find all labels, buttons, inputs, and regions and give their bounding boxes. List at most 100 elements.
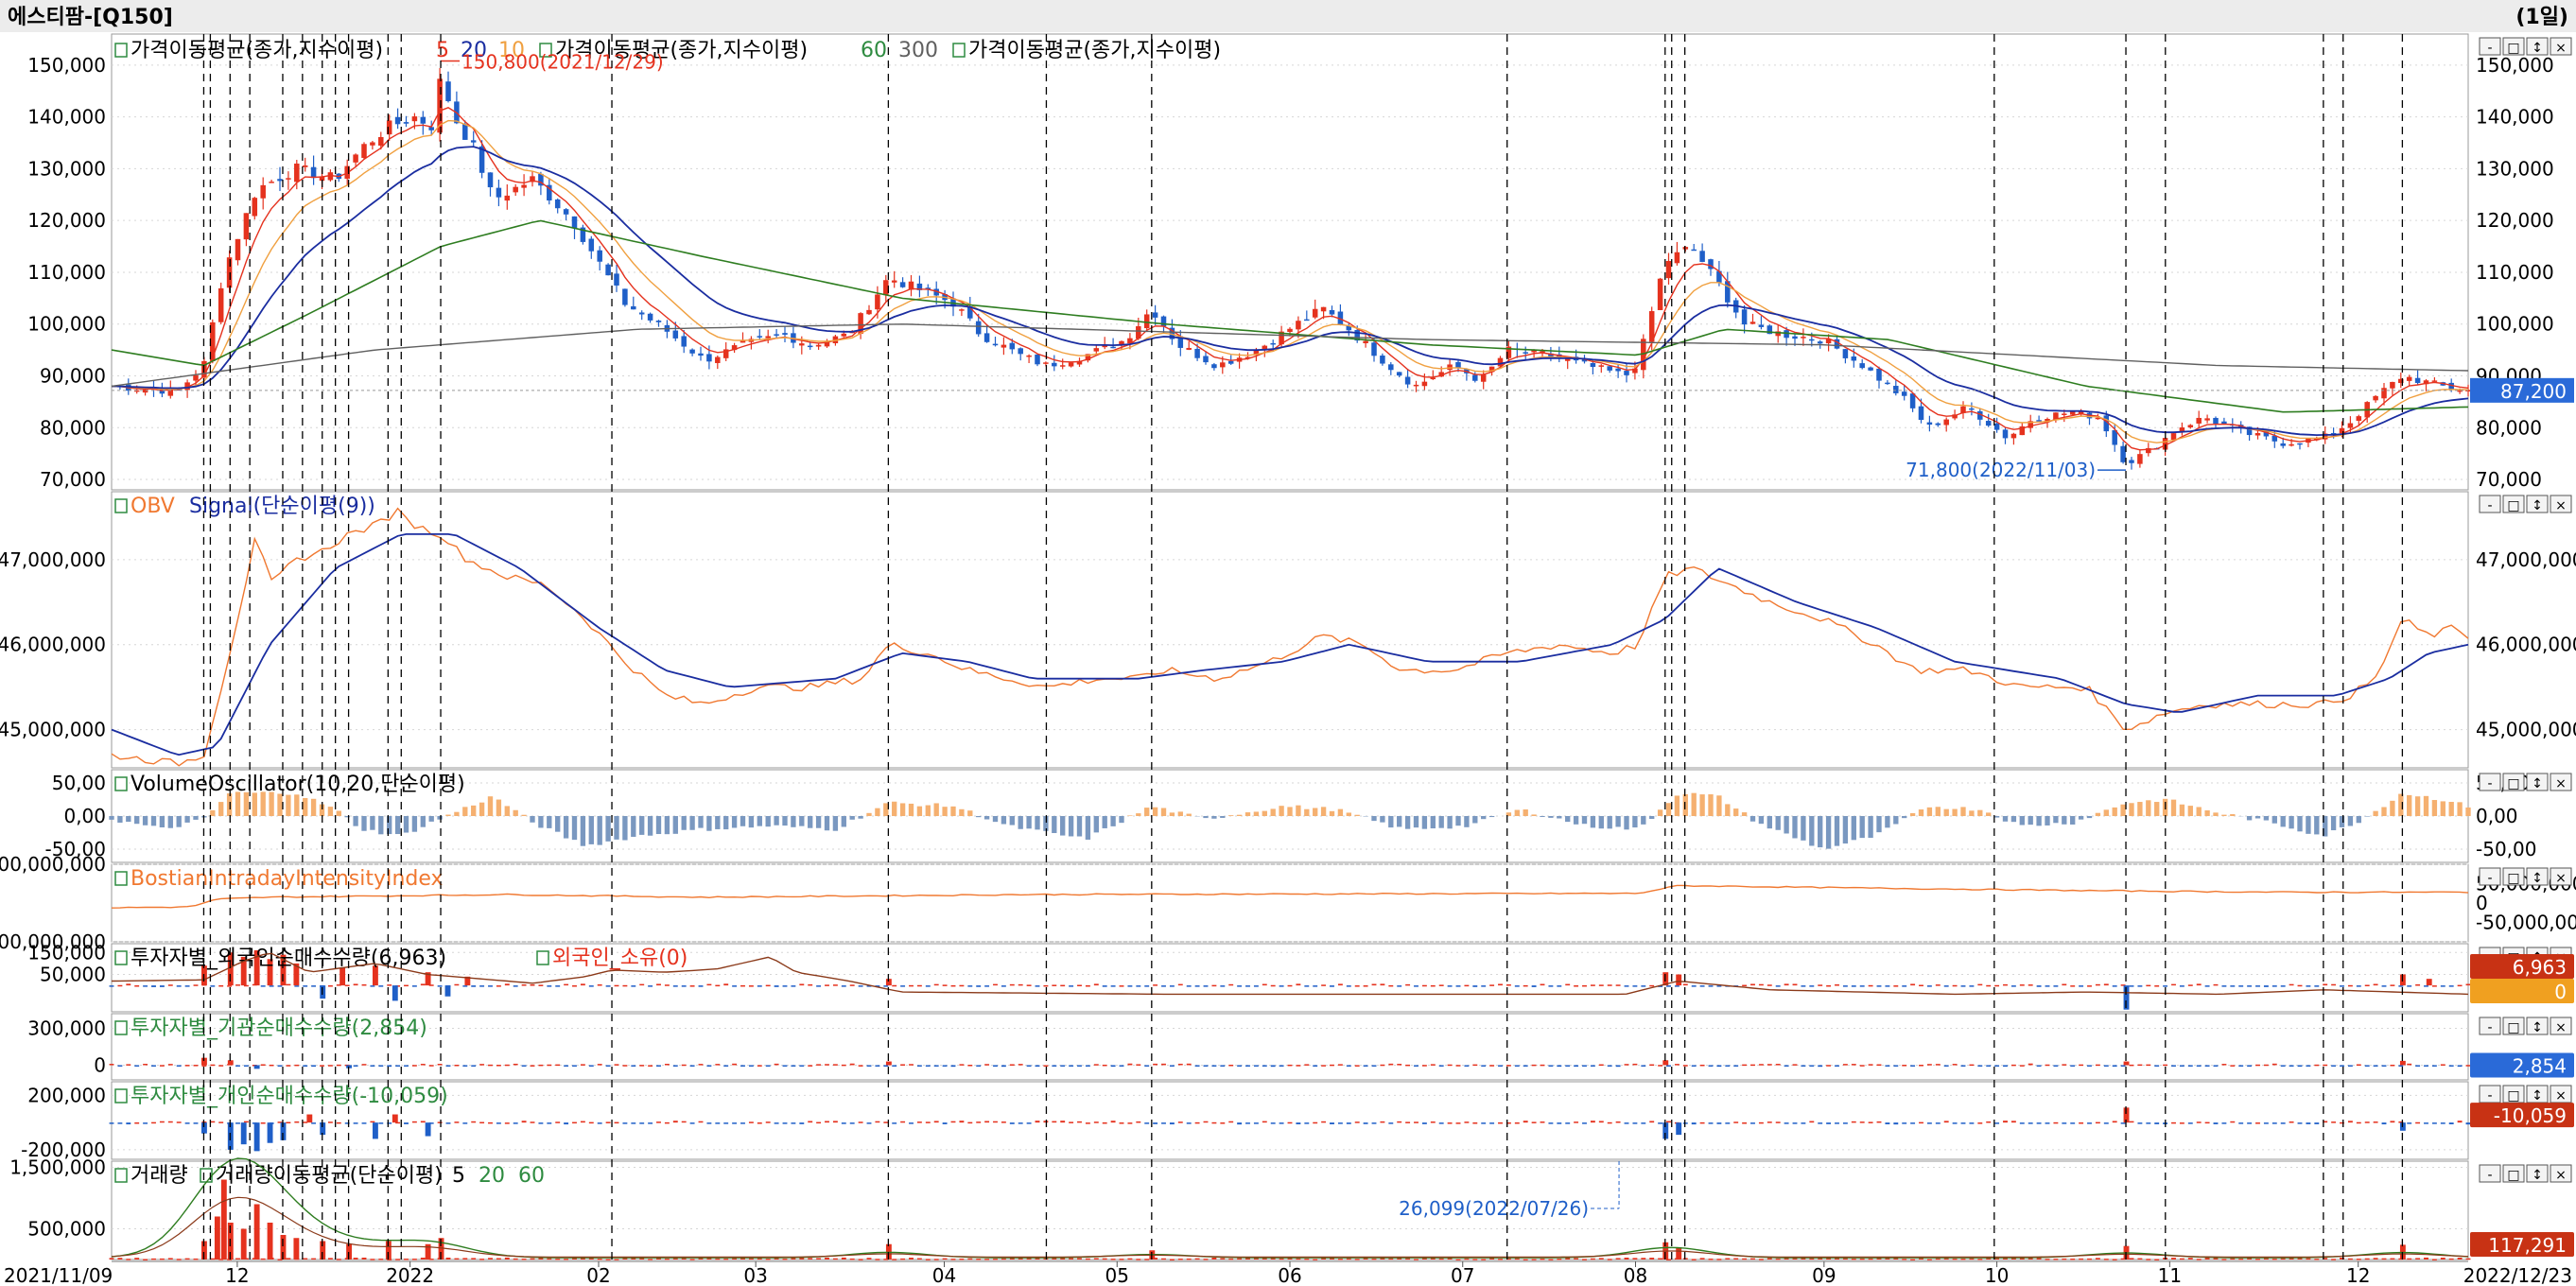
oscillator-bar	[580, 816, 586, 846]
pane-button[interactable]	[2479, 37, 2501, 56]
pane-button-glyph[interactable]: ×	[2555, 776, 2567, 791]
pane-button-glyph[interactable]: -	[2487, 1020, 2492, 1035]
bar	[1742, 1258, 1748, 1260]
pane-button[interactable]	[2502, 495, 2525, 513]
legend-check-icon[interactable]	[952, 43, 966, 58]
pane-button-glyph[interactable]: -	[2487, 1168, 2492, 1183]
bar	[1186, 1258, 1192, 1260]
bar	[1018, 1258, 1023, 1260]
pane-button[interactable]	[2479, 773, 2501, 791]
legend-check-icon[interactable]	[114, 871, 128, 886]
y-tick-label: 1,500,000	[9, 1156, 106, 1179]
pane-button-glyph[interactable]: -	[2487, 41, 2492, 56]
candle-body	[1598, 365, 1605, 367]
legend-label: 투자자별_개인순매수수량(-10,059)	[131, 1085, 448, 1108]
legend-check-icon[interactable]	[114, 776, 128, 791]
bar	[193, 1258, 199, 1260]
bar	[176, 1065, 182, 1067]
legend-check-icon[interactable]	[539, 43, 552, 58]
bar	[218, 1065, 224, 1067]
pane-button-glyph[interactable]: ×	[2555, 41, 2567, 56]
pane-button-glyph[interactable]: -	[2487, 1088, 2492, 1104]
pane-button[interactable]	[2550, 37, 2572, 56]
bar	[959, 1259, 965, 1260]
pane-button[interactable]	[2479, 495, 2501, 513]
bar	[1986, 1121, 1992, 1123]
pane-button[interactable]	[2526, 495, 2549, 513]
pane-button[interactable]	[2550, 1085, 2572, 1104]
legend-check-icon[interactable]	[114, 1168, 128, 1183]
pane-button[interactable]	[2502, 1164, 2525, 1183]
pane-button-glyph[interactable]: ×	[2555, 1088, 2567, 1104]
bar	[2323, 1064, 2328, 1067]
pane-button-glyph[interactable]: ×	[2555, 1020, 2567, 1035]
legend-check-icon[interactable]	[114, 950, 128, 965]
pane-button[interactable]	[2526, 1085, 2549, 1104]
oscillator-bar	[631, 816, 636, 837]
legend-check-icon[interactable]	[114, 1088, 128, 1104]
pane-button[interactable]	[2502, 867, 2525, 886]
pane-button[interactable]	[2550, 867, 2572, 886]
pane-button[interactable]	[2502, 1017, 2525, 1035]
pane-button-glyph[interactable]: ↕	[2532, 871, 2543, 886]
pane-button[interactable]	[2550, 773, 2572, 791]
pane-button[interactable]	[2526, 1164, 2549, 1183]
pane-button[interactable]	[2526, 867, 2549, 886]
pane-button-glyph[interactable]: ×	[2555, 498, 2567, 513]
bar	[2431, 985, 2437, 987]
pane-button-glyph[interactable]: □	[2507, 498, 2519, 513]
legend-check-icon[interactable]	[114, 498, 128, 513]
legend-check-icon[interactable]	[114, 1020, 128, 1035]
bar	[176, 1121, 182, 1123]
oscillator-bar	[2010, 816, 2017, 823]
legend-check-icon[interactable]	[114, 43, 128, 58]
pane-button[interactable]	[2502, 773, 2525, 791]
pane-button-glyph[interactable]: □	[2507, 41, 2519, 56]
bar	[471, 1065, 477, 1067]
spike-bar	[293, 963, 300, 986]
pane-button[interactable]	[2502, 37, 2525, 56]
pane-button-glyph[interactable]: ↕	[2532, 1088, 2543, 1104]
pane-button-glyph[interactable]: □	[2507, 1020, 2519, 1035]
pane-button-glyph[interactable]: □	[2507, 1088, 2519, 1104]
bar	[488, 1064, 493, 1067]
pane-button-glyph[interactable]: ×	[2555, 871, 2567, 886]
pane-button-glyph[interactable]: ↕	[2532, 1168, 2543, 1183]
pane-button-glyph[interactable]: ↕	[2532, 41, 2543, 56]
pane-button[interactable]	[2550, 1017, 2572, 1035]
legend-check-icon[interactable]	[536, 950, 549, 965]
pane-button[interactable]	[2502, 1085, 2525, 1104]
pane-button[interactable]	[2550, 495, 2572, 513]
pane-button[interactable]	[2479, 1164, 2501, 1183]
pane-button-glyph[interactable]: □	[2507, 776, 2519, 791]
bar	[1069, 1065, 1074, 1067]
bar	[1405, 983, 1411, 986]
pane-button-glyph[interactable]: ↕	[2532, 498, 2543, 513]
pane-button-glyph[interactable]: -	[2487, 871, 2492, 886]
oscillator-bar	[2254, 816, 2261, 819]
pane-button[interactable]	[2479, 867, 2501, 886]
pane-button[interactable]	[2479, 1085, 2501, 1104]
bar	[732, 1063, 738, 1066]
pane-button[interactable]	[2526, 773, 2549, 791]
pane-button[interactable]	[2550, 1164, 2572, 1183]
pane-button[interactable]	[2526, 37, 2549, 56]
bar	[1279, 985, 1284, 987]
pane-button-glyph[interactable]: ×	[2555, 1168, 2567, 1183]
bar	[925, 1121, 931, 1123]
oscillator-bar	[1885, 816, 1890, 828]
pane-button-glyph[interactable]: ↕	[2532, 1020, 2543, 1035]
pane-button[interactable]	[2526, 1017, 2549, 1035]
pane-button-glyph[interactable]: -	[2487, 498, 2492, 513]
pane-button-glyph[interactable]: -	[2487, 776, 2492, 791]
candle-body	[1354, 330, 1360, 341]
bar	[1641, 985, 1646, 987]
pane-button[interactable]	[2479, 1017, 2501, 1035]
pane-button-glyph[interactable]: ↕	[2532, 776, 2543, 791]
period-label[interactable]: (1일)	[2515, 6, 2568, 29]
candle-body	[2398, 378, 2404, 384]
pane-button-glyph[interactable]: □	[2507, 1168, 2519, 1183]
pane-button-glyph[interactable]: □	[2507, 871, 2519, 886]
bar	[1481, 1065, 1487, 1067]
candle-body	[1455, 361, 1461, 368]
